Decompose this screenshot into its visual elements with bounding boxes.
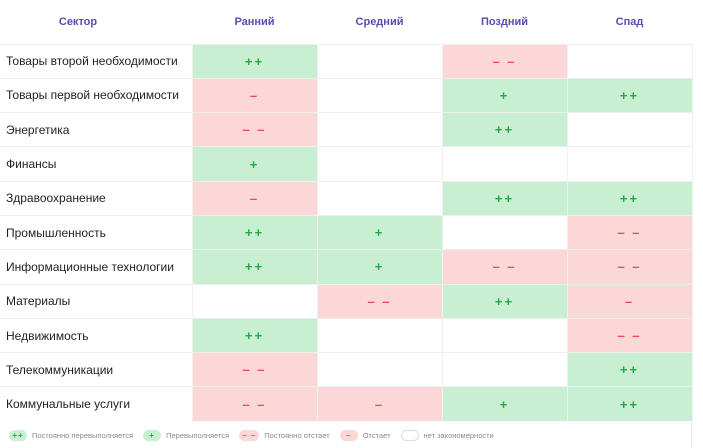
performance-cell: + — [317, 214, 443, 250]
performance-cell — [317, 180, 443, 216]
sector-name: Товары первой необходимости — [0, 77, 193, 113]
column-header-sector: Сектор — [0, 0, 192, 44]
performance-cell: ++ — [567, 180, 693, 216]
performance-cell: – – — [567, 317, 693, 353]
sector-name: Энергетика — [0, 112, 193, 147]
performance-cell — [442, 352, 568, 387]
performance-cell: ++ — [567, 77, 693, 113]
table-row: Товары первой необходимости – + ++ — [0, 77, 693, 113]
performance-cell: – – — [317, 283, 443, 319]
performance-cell: – — [192, 180, 318, 216]
performance-cell — [567, 112, 693, 147]
legend-item: ++ Постоянно перевыполняется — [9, 429, 134, 441]
performance-cell: ++ — [192, 43, 318, 79]
performance-cell: ++ — [192, 317, 318, 353]
legend-swatch: – — [339, 429, 358, 441]
sector-name: Финансы — [0, 146, 193, 182]
performance-cell: ++ — [567, 386, 693, 422]
legend-label: нет закономерности — [423, 430, 494, 440]
table-row: Телекоммуникации – – ++ — [0, 352, 693, 387]
legend-label: Постоянно перевыполняется — [32, 430, 134, 440]
performance-cell: – — [567, 283, 693, 319]
table-row: Энергетика – – ++ — [0, 112, 693, 147]
performance-cell — [317, 352, 443, 387]
performance-cell — [317, 317, 443, 353]
performance-cell: + — [442, 386, 568, 422]
sector-name: Недвижимость — [0, 317, 193, 353]
performance-cell: ++ — [442, 283, 568, 319]
performance-cell: – — [317, 386, 443, 422]
performance-cell — [317, 43, 443, 79]
table-row: Промышленность ++ + – – — [0, 214, 693, 250]
legend-swatch: ++ — [9, 429, 27, 441]
performance-cell — [567, 43, 693, 79]
table-row: Товары второй необходимости ++ – – — [0, 43, 693, 79]
sector-cycle-table: Сектор Ранний Средний Поздний Спад Товар… — [0, 0, 693, 422]
column-header-middle: Средний — [317, 0, 442, 44]
table-header-row: Сектор Ранний Средний Поздний Спад — [0, 0, 692, 44]
legend-item: – Отстает — [339, 429, 391, 441]
legend-item: нет закономерности — [400, 429, 494, 441]
legend-item: + Перевыполняется — [143, 429, 230, 441]
performance-cell — [192, 283, 318, 319]
performance-cell: + — [442, 77, 568, 113]
performance-cell: – – — [192, 386, 318, 422]
performance-cell: + — [317, 249, 443, 285]
performance-cell: ++ — [192, 214, 318, 250]
table-row: Недвижимость ++ – – — [0, 317, 693, 353]
performance-cell — [442, 317, 568, 353]
legend-swatch — [400, 429, 419, 441]
table-row: Здравоохранение – ++ ++ — [0, 180, 693, 216]
performance-cell: – – — [442, 249, 568, 285]
performance-cell: ++ — [567, 352, 693, 387]
sector-name: Коммунальные услуги — [0, 386, 193, 422]
performance-cell: ++ — [192, 249, 318, 285]
column-header-recession: Спад — [567, 0, 692, 44]
legend-label: Отстает — [362, 430, 391, 440]
legend-swatch: + — [143, 429, 162, 441]
sector-name: Промышленность — [0, 214, 193, 250]
performance-cell: ++ — [442, 112, 568, 147]
performance-cell: + — [192, 146, 318, 182]
performance-cell: – — [192, 77, 318, 113]
performance-cell: – – — [192, 112, 318, 147]
sector-name: Материалы — [0, 283, 193, 319]
performance-cell — [317, 146, 443, 182]
performance-cell: – – — [567, 214, 693, 250]
performance-cell: – – — [192, 352, 318, 387]
legend-swatch: – – — [239, 429, 260, 441]
table-row: Материалы – – ++ – — [0, 283, 693, 319]
performance-cell — [567, 146, 693, 182]
table-row: Финансы + — [0, 146, 693, 182]
performance-cell — [317, 77, 443, 113]
sector-name: Здравоохранение — [0, 180, 193, 216]
performance-cell: ++ — [442, 180, 568, 216]
sector-name: Телекоммуникации — [0, 352, 193, 387]
performance-cell — [442, 146, 568, 182]
column-header-early: Ранний — [192, 0, 317, 44]
legend-label: Постоянно отстает — [264, 430, 330, 440]
column-header-late: Поздний — [442, 0, 567, 44]
legend-label: Перевыполняется — [166, 430, 230, 440]
performance-cell — [442, 214, 568, 250]
table-row: Коммунальные услуги – – – + ++ — [0, 386, 693, 422]
legend: ++ Постоянно перевыполняется + Перевыполняе… — [9, 426, 504, 444]
performance-cell — [317, 112, 443, 147]
performance-cell: – – — [442, 43, 568, 79]
sector-name: Товары второй необходимости — [0, 43, 193, 79]
performance-cell: – – — [567, 249, 693, 285]
sector-name: Информационные технологии — [0, 249, 193, 285]
legend-item: – – Постоянно отстает — [239, 429, 330, 441]
table-row: Информационные технологии ++ + – – – – — [0, 249, 693, 285]
